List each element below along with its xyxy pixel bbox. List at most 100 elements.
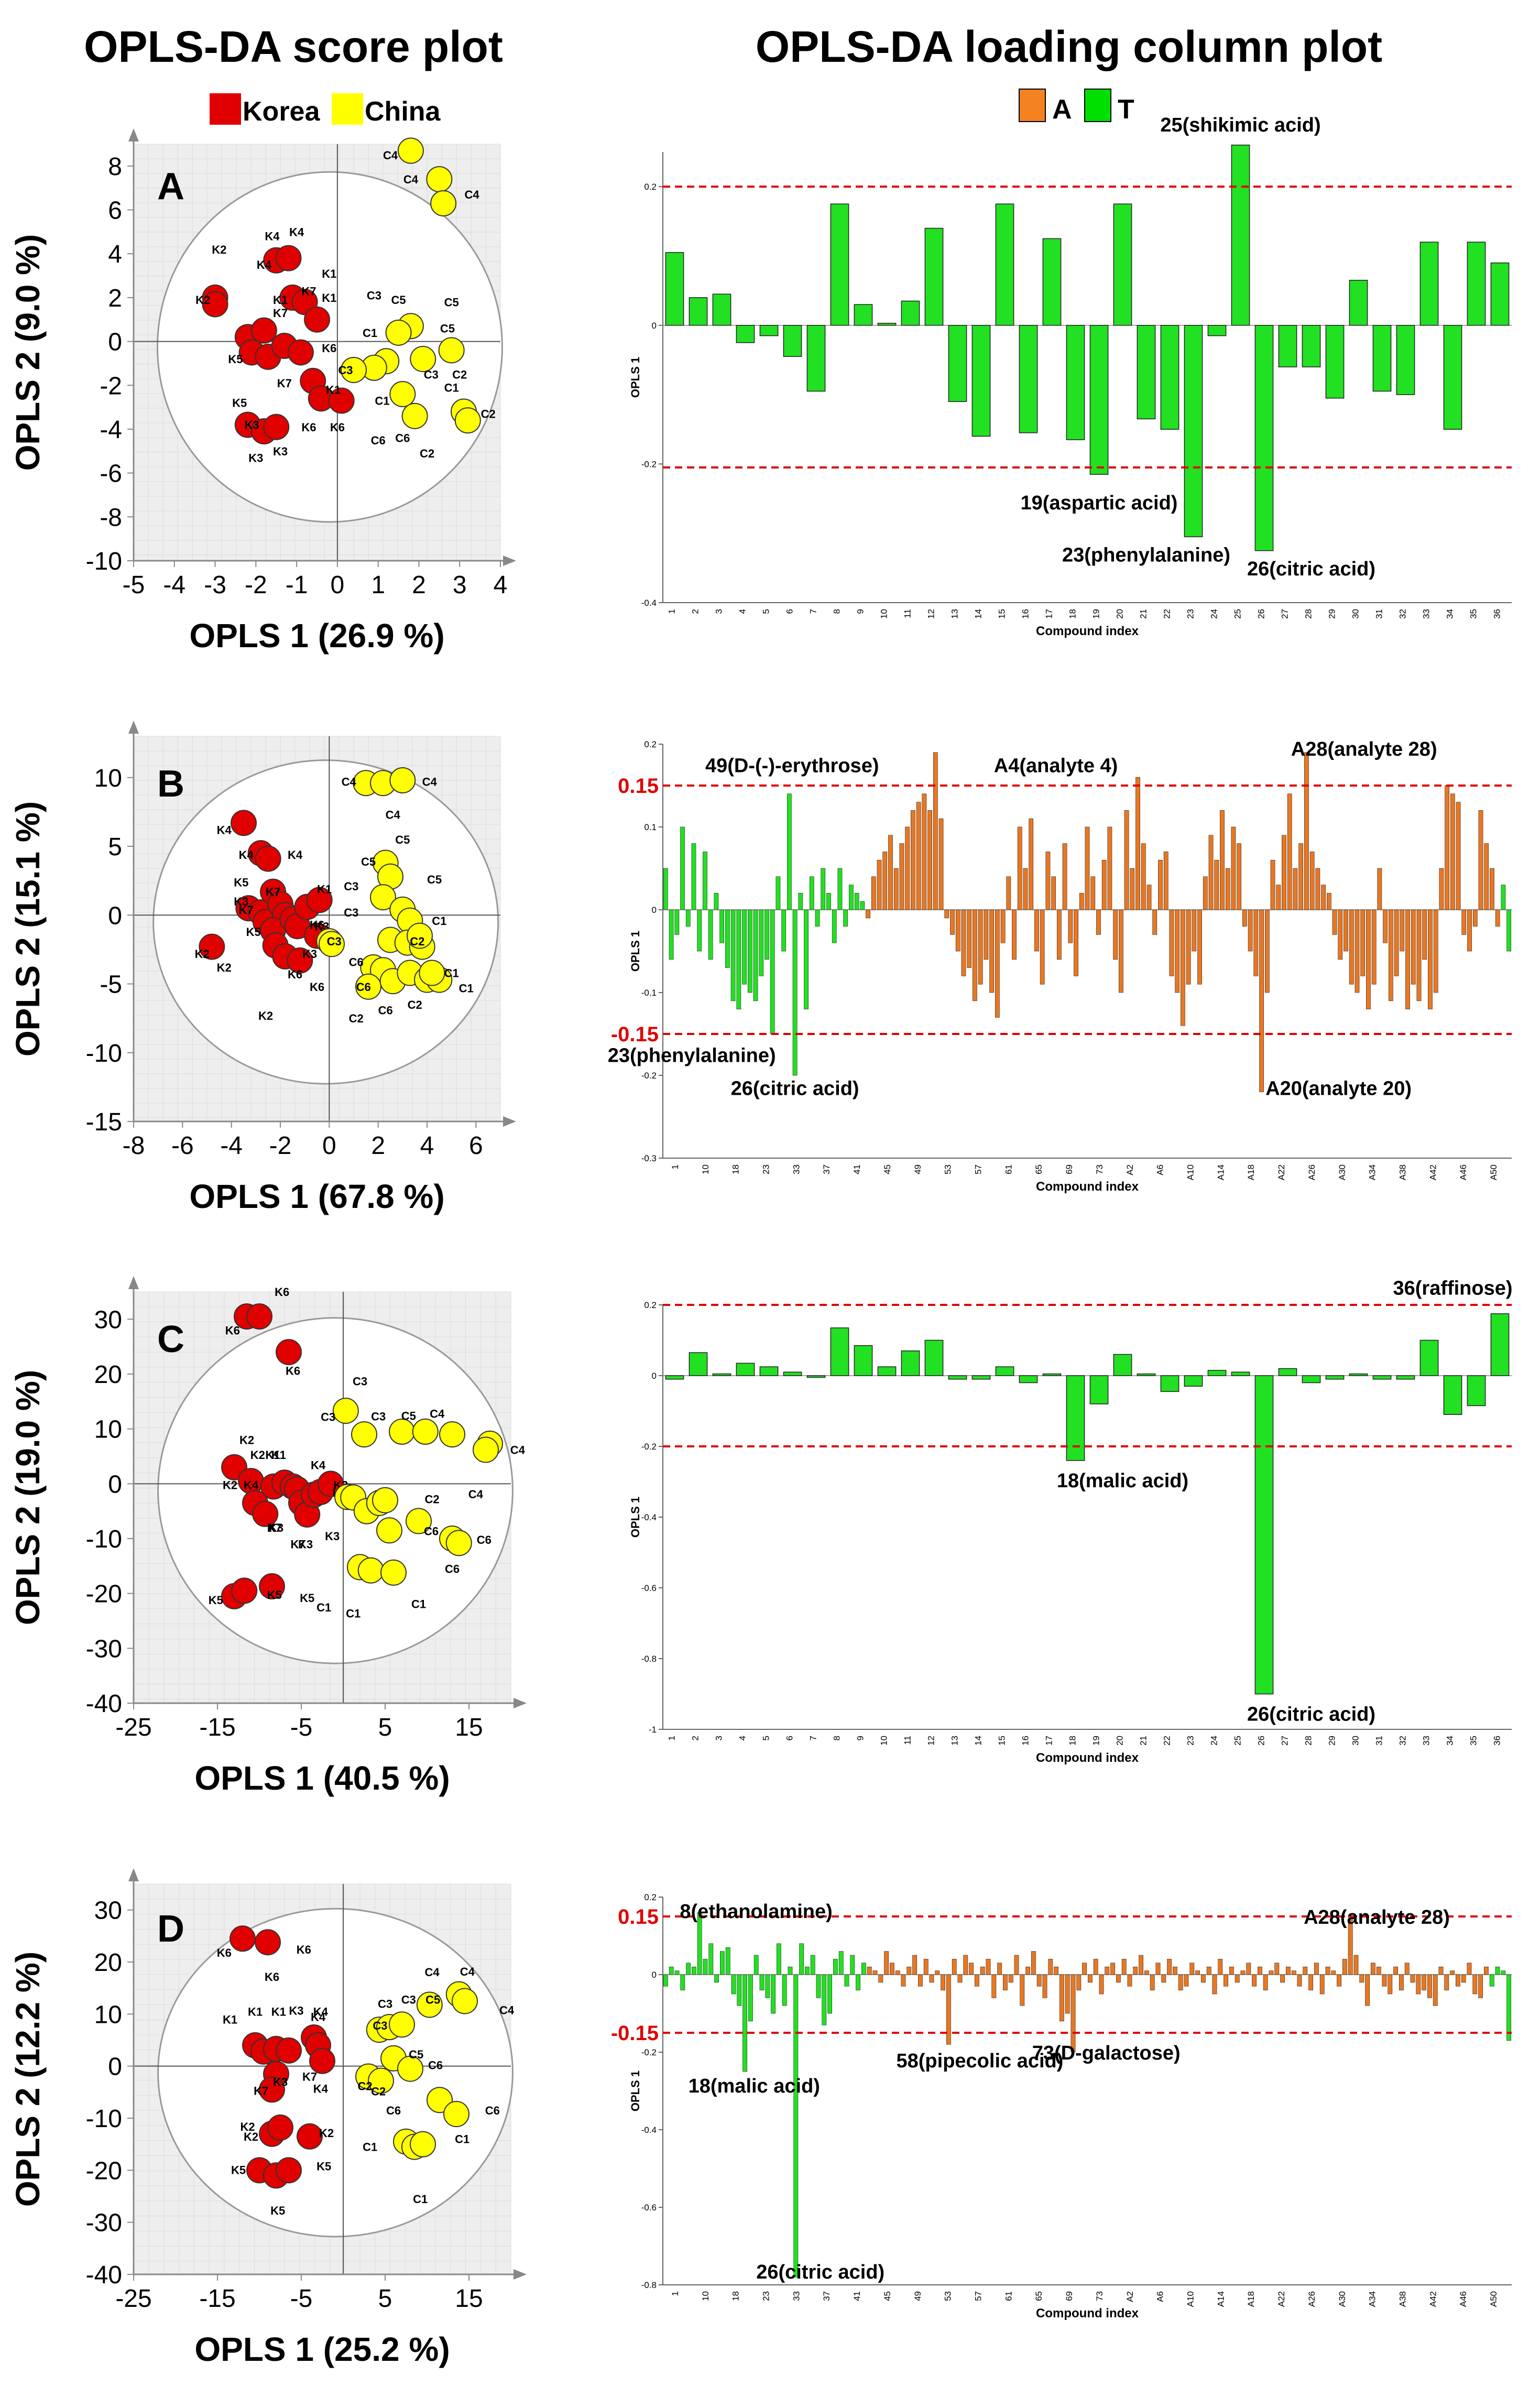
bar [1433,909,1438,993]
bar [854,1345,873,1376]
y-tick-label: 0.2 [644,739,657,749]
bar [838,1951,844,1975]
x-tick-label: 21 [1139,609,1149,619]
bar [948,1375,967,1380]
bar [1433,1974,1438,2006]
x-tick-label: 7 [809,1736,818,1740]
point-label: K1 [223,2013,237,2026]
x-tick-label: 8 [832,609,842,614]
point-china [368,2067,394,2094]
bar [770,909,775,1034]
x-tick-label: 32 [1398,609,1408,619]
point-label: C2 [410,935,424,948]
bar [1371,909,1377,985]
y-tick-label: 0.2 [644,182,657,192]
annotation: 26(citric acid) [1247,558,1375,580]
point-label: K5 [234,876,248,889]
bar [1495,1966,1500,1975]
bar [901,1350,920,1376]
point-label: C3 [371,1410,386,1423]
bar [787,793,792,910]
point-label: C1 [444,967,459,980]
bar [1478,810,1483,910]
bar [719,1951,725,1975]
bar [1045,852,1051,910]
bar [871,876,876,910]
bar [1065,1974,1070,2014]
bar [1116,1974,1121,1983]
bar [697,909,702,952]
point-label: C6 [485,2104,500,2117]
y-tick-label: 10 [94,1416,122,1444]
x-tick-label: 22 [1162,1736,1172,1746]
x-tick-label: 1 [670,1164,680,1169]
bar [1353,1955,1359,1975]
point-label: K4 [313,2082,329,2095]
bar [1411,909,1416,985]
y-tick-label: 0.1 [644,822,657,832]
x-tick-label: 31 [1374,609,1384,619]
bar [1332,909,1337,935]
x-tick-label: A10 [1186,1164,1196,1180]
bar [1309,852,1315,910]
bar [663,868,668,910]
point-label: K7 [291,1538,305,1551]
point-label: C1 [459,982,474,995]
annotation: 8(ethanolamine) [680,1901,832,1923]
y-axis-arrow [128,1868,139,1881]
annotation: 19(aspartic acid) [1021,492,1178,514]
bar [1359,1974,1364,1983]
point-korea [304,306,330,333]
bar [866,909,870,919]
bar [1121,1959,1127,1975]
point-label: K1 [271,2005,286,2018]
x-tick-label: 65 [1034,1164,1044,1174]
bar [1240,1970,1246,1975]
point-label: C2 [358,2079,373,2093]
x-tick-label: 37 [822,2291,832,2301]
bar [1270,859,1275,910]
bar [1175,909,1180,993]
point-label: K7 [302,2071,317,2084]
bar [1254,325,1274,551]
point-china [341,356,367,383]
x-tick-label: A38 [1398,2291,1408,2307]
x-tick-label: 26 [1257,1736,1266,1746]
bar [736,325,755,343]
bar [974,1974,979,1987]
point-label: K4 [311,2010,326,2023]
bar [1254,1375,1274,1695]
point-china [397,137,424,164]
bar [1461,909,1467,935]
bar [861,1963,866,1975]
threshold-label-neg: -0.15 [611,2022,659,2045]
x-tick-label: 16 [1021,1736,1031,1746]
bar [1246,1963,1251,1975]
bar [1000,909,1006,943]
x-tick-label: 28 [1304,1736,1314,1746]
bars [665,1313,1510,1695]
y-tick-label: 5 [108,833,122,861]
legend-label-T: T [1118,94,1134,125]
bar [1325,1375,1345,1380]
bar [712,293,731,326]
bar [1263,1974,1268,1990]
x-tick-label: 9 [856,1736,866,1740]
point-china [389,767,416,793]
point-label: C2 [349,1012,364,1025]
y-tick-label: 4 [108,241,122,268]
bar [1019,1375,1038,1383]
bar [725,909,730,968]
bar [1020,1974,1025,2006]
bar [782,1974,787,2006]
annotation: A28(analyte 28) [1291,738,1437,760]
point-label: K6 [301,421,316,434]
y-axis-arrow [128,721,139,734]
x-tick-label: 18 [1068,609,1078,619]
y-tick-label: -0.2 [641,1442,657,1452]
bar [822,1974,827,2025]
bar [1087,1974,1093,1983]
annotation: 18(malic acid) [1057,1470,1188,1492]
